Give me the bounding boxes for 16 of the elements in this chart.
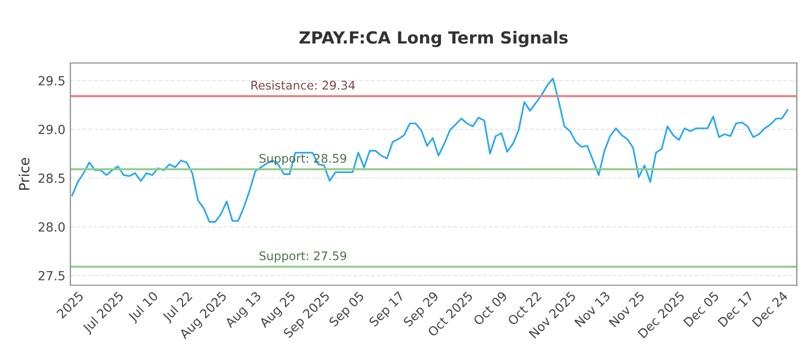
y-tick-label: 28.0 — [38, 222, 65, 232]
y-tick-label: 29.0 — [38, 124, 65, 134]
ref-line-label: Resistance: 29.34 — [252, 80, 355, 90]
x-tick-label: Jul 10 — [127, 290, 160, 324]
x-tick-label: Dec 24 — [752, 290, 788, 328]
x-tick-label: Jul 22 — [161, 290, 194, 324]
y-axis-title: Price — [18, 158, 30, 190]
y-tick-label: 29.5 — [38, 76, 64, 86]
x-tick-label: Oct 09 — [472, 290, 508, 326]
ref-line-label: Support: 27.59 — [260, 251, 346, 263]
x-tick-label: Sep 05 — [328, 291, 366, 329]
y-tick-label: 27.5 — [38, 270, 64, 280]
chart-title: ZPAY.F:CA Long Term Signals — [300, 30, 568, 48]
line-series — [71, 78, 788, 223]
y-tick-label: 28.5 — [38, 173, 64, 183]
x-tick-label: Nov 25 — [608, 291, 645, 328]
